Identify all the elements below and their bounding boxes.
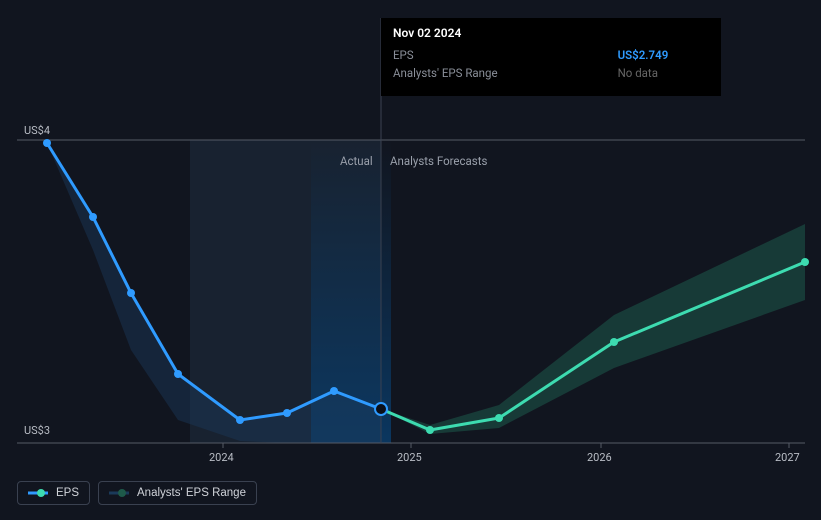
- tooltip-label: Analysts' EPS Range: [393, 64, 618, 82]
- region-label-actual: Actual: [340, 154, 373, 168]
- legend-swatch-icon: [28, 488, 48, 498]
- legend-label: Analysts' EPS Range: [137, 487, 246, 499]
- y-axis-label: US$3: [24, 424, 50, 437]
- legend-swatch-icon: [109, 488, 129, 498]
- tooltip-date: Nov 02 2024: [393, 26, 709, 40]
- legend-label: EPS: [56, 487, 79, 499]
- legend-item-range[interactable]: Analysts' EPS Range: [98, 481, 257, 505]
- x-axis-label: 2026: [587, 451, 612, 464]
- x-axis-label: 2024: [209, 451, 234, 464]
- chart-tooltip: Nov 02 2024 EPS US$2.749 Analysts' EPS R…: [381, 18, 721, 96]
- tooltip-table: EPS US$2.749 Analysts' EPS Range No data: [393, 46, 709, 82]
- chart-legend: EPS Analysts' EPS Range: [17, 481, 257, 505]
- x-axis-label: 2025: [397, 451, 422, 464]
- legend-item-eps[interactable]: EPS: [17, 481, 90, 505]
- x-axis-label: 2027: [775, 451, 800, 464]
- tooltip-label: EPS: [393, 46, 618, 64]
- tooltip-row: Analysts' EPS Range No data: [393, 64, 709, 82]
- eps-forecast-chart: { "chart": { "type": "line", "width": 82…: [0, 0, 821, 520]
- tooltip-row: EPS US$2.749: [393, 46, 709, 64]
- tooltip-value: No data: [618, 64, 709, 82]
- y-axis-label: US$4: [24, 124, 50, 137]
- tooltip-value: US$2.749: [618, 46, 709, 64]
- region-label-forecast: Analysts Forecasts: [390, 154, 487, 168]
